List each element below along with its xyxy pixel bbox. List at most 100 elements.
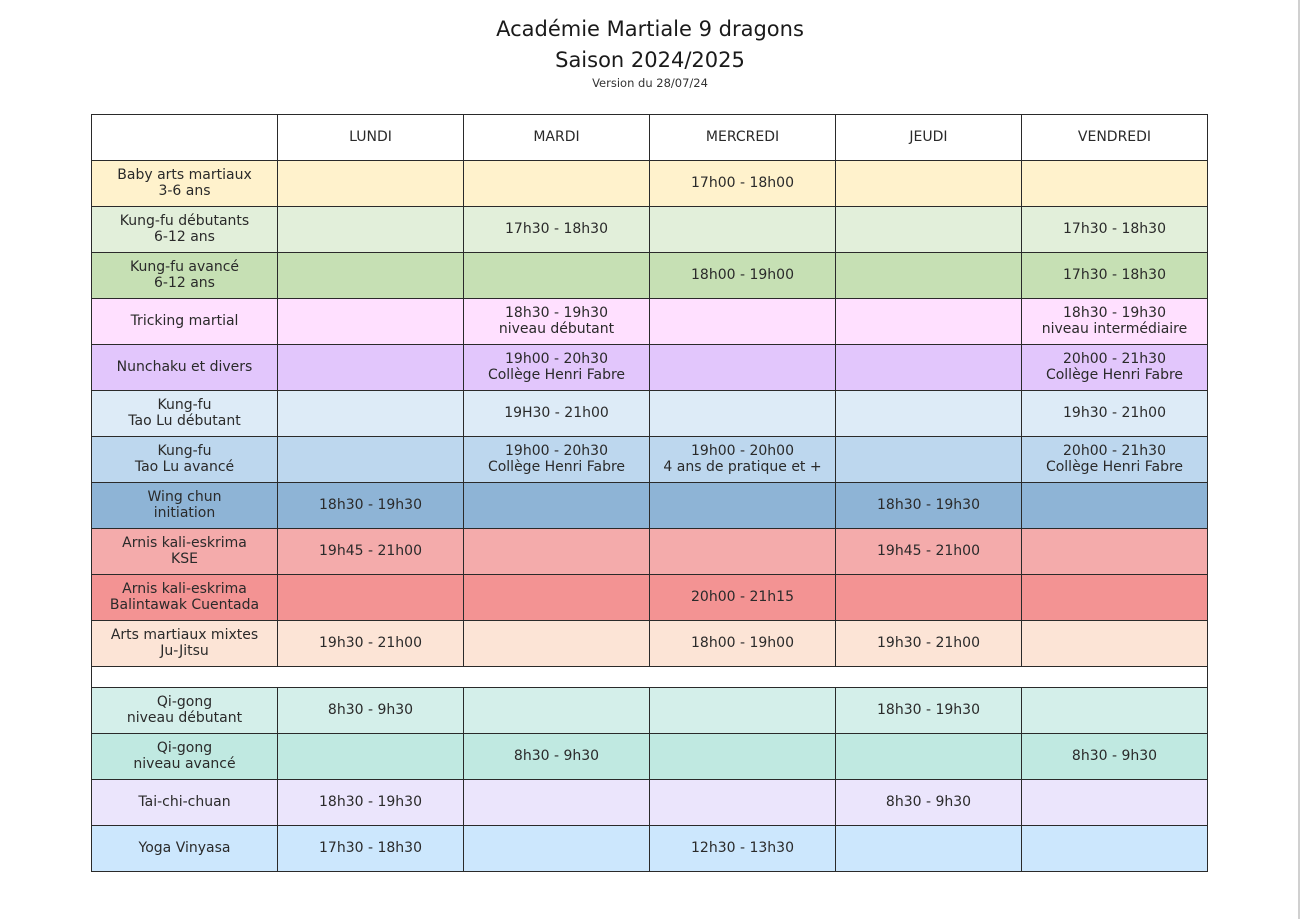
- slot-cell-lundi: [277, 574, 464, 621]
- slot-cell-mercredi: [649, 298, 836, 345]
- slot-cell-mercredi: 20h00 - 21h15: [649, 574, 836, 621]
- time-slot: 18h30 - 19h30: [319, 793, 422, 810]
- class-name-line: Tao Lu débutant: [128, 412, 241, 429]
- slot-cell-vendredi: 19h30 - 21h00: [1021, 390, 1208, 437]
- time-slot: 19h45 - 21h00: [877, 542, 980, 559]
- slot-cell-mardi: [463, 687, 650, 734]
- slot-note: niveau intermédiaire: [1041, 320, 1188, 337]
- slot-cell-jeudi: [835, 825, 1022, 872]
- slot-cell-jeudi: 19h45 - 21h00: [835, 528, 1022, 575]
- class-name-line: Tai-chi-chuan: [138, 793, 231, 810]
- section-separator: [91, 666, 1208, 688]
- separator-cell: [91, 666, 1208, 688]
- slot-cell-mardi: 8h30 - 9h30: [463, 733, 650, 780]
- slot-cell-lundi: 17h30 - 18h30: [277, 825, 464, 872]
- class-name-line: Qi-gong: [156, 740, 213, 756]
- class-name-line: Qi-gong: [156, 694, 213, 710]
- time-slot: 18h30 - 19h30: [505, 305, 608, 321]
- time-slot: 20h00 - 21h30: [1063, 351, 1166, 367]
- class-name-cell: Arnis kali-eskrima Balintawak Cuentada: [91, 574, 278, 621]
- class-name-cell: Wing chun initiation: [91, 482, 278, 529]
- slot-cell-mercredi: [649, 390, 836, 437]
- slot-cell-mercredi: [649, 344, 836, 391]
- slot-cell-vendredi: [1021, 574, 1208, 621]
- slot-cell-mardi: [463, 160, 650, 207]
- time-slot: 18h30 - 19h30: [1063, 305, 1166, 321]
- class-name-line: Baby arts martiaux: [117, 167, 252, 183]
- slot-cell-vendredi: [1021, 620, 1208, 667]
- class-name-line: 6-12 ans: [154, 228, 215, 245]
- class-name-line: 3-6 ans: [158, 182, 211, 199]
- class-name-cell: Tricking martial: [91, 298, 278, 345]
- slot-cell-mardi: 19H30 - 21h00: [463, 390, 650, 437]
- class-name-cell: Tai-chi-chuan: [91, 779, 278, 826]
- class-name-line: Wing chun: [147, 489, 222, 505]
- time-slot: 19h00 - 20h00: [691, 443, 794, 459]
- slot-cell-mardi: 18h30 - 19h30 niveau débutant: [463, 298, 650, 345]
- class-row: Tai-chi-chuan 18h30 - 19h30 8h30 - 9h30: [91, 779, 1208, 826]
- slot-cell-vendredi: [1021, 687, 1208, 734]
- slot-cell-lundi: 8h30 - 9h30: [277, 687, 464, 734]
- slot-cell-lundi: [277, 344, 464, 391]
- class-name-line: Kung-fu: [157, 443, 212, 459]
- slot-cell-lundi: [277, 733, 464, 780]
- class-row: Qi-gong niveau avancé 8h30 - 9h30 8h30 - 9h…: [91, 733, 1208, 780]
- slot-cell-lundi: [277, 390, 464, 437]
- class-name-line: initiation: [153, 504, 216, 521]
- class-name-line: Kung-fu avancé: [129, 259, 240, 275]
- class-row: Baby arts martiaux 3-6 ans 17h00 - 18h00: [91, 160, 1208, 207]
- class-row: Yoga Vinyasa 17h30 - 18h30 12h30 - 13h30: [91, 825, 1208, 872]
- slot-note: Collège Henri Fabre: [1045, 458, 1184, 475]
- slot-cell-mercredi: [649, 687, 836, 734]
- slot-cell-mercredi: 19h00 - 20h00 4 ans de pratique et +: [649, 436, 836, 483]
- time-slot: 17h30 - 18h30: [319, 839, 422, 856]
- time-slot: 12h30 - 13h30: [691, 839, 794, 856]
- slot-cell-vendredi: [1021, 825, 1208, 872]
- slot-cell-mercredi: 17h00 - 18h00: [649, 160, 836, 207]
- class-name-cell: Arts martiaux mixtes Ju-Jitsu: [91, 620, 278, 667]
- class-name-line: Tao Lu avancé: [134, 458, 235, 475]
- slot-cell-jeudi: [835, 252, 1022, 299]
- slot-cell-mardi: 19h00 - 20h30 Collège Henri Fabre: [463, 344, 650, 391]
- slot-note: niveau débutant: [498, 320, 615, 337]
- slot-cell-mardi: [463, 252, 650, 299]
- time-slot: 19H30 - 21h00: [504, 404, 609, 421]
- class-row: Arnis kali-eskrima Balintawak Cuentada 20h…: [91, 574, 1208, 621]
- schedule-body: Baby arts martiaux 3-6 ans 17h00 - 18h00 Ku…: [91, 160, 1208, 872]
- version-date: Version du 28/07/24: [592, 76, 708, 90]
- time-slot: 8h30 - 9h30: [327, 701, 414, 718]
- class-name-line: KSE: [171, 550, 198, 567]
- time-slot: 18h30 - 19h30: [877, 496, 980, 513]
- slot-cell-lundi: 18h30 - 19h30: [277, 779, 464, 826]
- day-header-mercredi: MERCREDI: [649, 114, 836, 161]
- class-name-cell: Kung-fu débutants 6-12 ans: [91, 206, 278, 253]
- time-slot: 8h30 - 9h30: [513, 747, 600, 764]
- slot-cell-mardi: [463, 825, 650, 872]
- class-name-cell: Kung-fu avancé 6-12 ans: [91, 252, 278, 299]
- slot-cell-vendredi: 8h30 - 9h30: [1021, 733, 1208, 780]
- class-row: Arts martiaux mixtes Ju-Jitsu 19h30 - 21h0…: [91, 620, 1208, 667]
- schedule-table: LUNDI MARDI MERCREDI JEUDI VENDREDI Baby…: [91, 114, 1208, 872]
- slot-cell-vendredi: 20h00 - 21h30 Collège Henri Fabre: [1021, 344, 1208, 391]
- slot-cell-jeudi: [835, 390, 1022, 437]
- slot-cell-lundi: [277, 160, 464, 207]
- slot-cell-mardi: [463, 482, 650, 529]
- time-slot: 19h45 - 21h00: [319, 542, 422, 559]
- slot-cell-vendredi: 17h30 - 18h30: [1021, 206, 1208, 253]
- class-name-line: Kung-fu débutants: [119, 213, 250, 229]
- slot-cell-mardi: 19h00 - 20h30 Collège Henri Fabre: [463, 436, 650, 483]
- slot-cell-jeudi: [835, 436, 1022, 483]
- slot-cell-mardi: [463, 574, 650, 621]
- slot-cell-mercredi: 12h30 - 13h30: [649, 825, 836, 872]
- slot-cell-jeudi: [835, 206, 1022, 253]
- slot-cell-lundi: 19h45 - 21h00: [277, 528, 464, 575]
- slot-cell-mardi: [463, 779, 650, 826]
- time-slot: 19h30 - 21h00: [877, 634, 980, 651]
- slot-cell-jeudi: [835, 344, 1022, 391]
- schedule-header: Académie Martiale 9 dragons Saison 2024/…: [0, 14, 1300, 91]
- slot-cell-vendredi: [1021, 779, 1208, 826]
- class-row: Nunchaku et divers 19h00 - 20h30 Collège H…: [91, 344, 1208, 391]
- class-name-line: Balintawak Cuentada: [109, 596, 260, 613]
- slot-cell-mercredi: 18h00 - 19h00: [649, 620, 836, 667]
- season-title: Saison 2024/2025: [555, 48, 745, 72]
